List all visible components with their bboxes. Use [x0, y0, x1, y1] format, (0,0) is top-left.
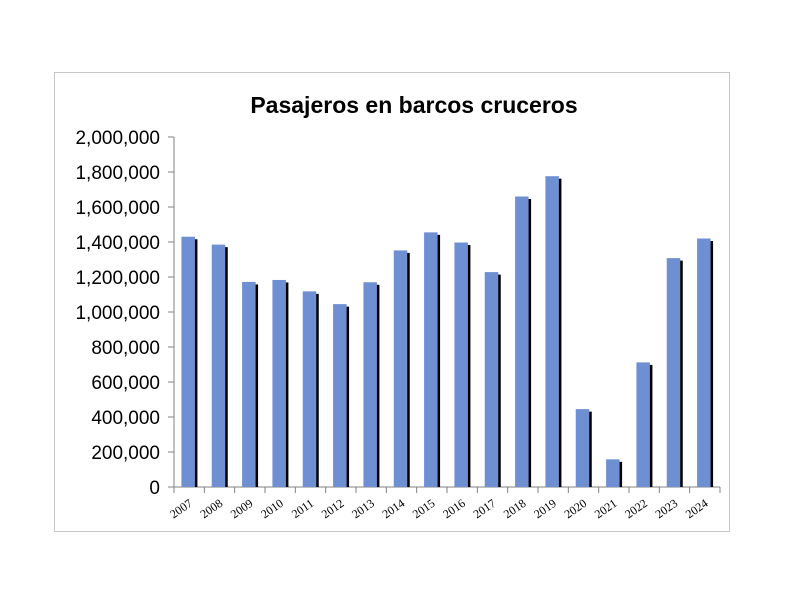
y-tick-label: 1,400,000: [75, 233, 160, 254]
x-tick-label: 2008: [198, 496, 226, 521]
bars: [181, 176, 714, 487]
x-tick-label: 2016: [440, 496, 468, 521]
y-tick-label: 1,600,000: [75, 198, 160, 219]
bar-2019: [545, 176, 562, 487]
bar-2018: [515, 196, 532, 487]
y-tick-label: 2,000,000: [75, 128, 160, 149]
x-tick-label: 2024: [683, 496, 711, 521]
bar-2024: [697, 238, 714, 487]
x-tick-label: 2021: [592, 496, 620, 521]
y-tick-label: 800,000: [91, 338, 160, 359]
bar: [636, 362, 650, 487]
bar-2010: [272, 279, 289, 487]
bar-2007: [181, 236, 198, 487]
bar: [211, 244, 226, 487]
y-tick-label: 200,000: [91, 443, 160, 464]
x-tick-label: 2012: [319, 496, 347, 521]
bar-2022: [636, 362, 653, 487]
bar-2016: [454, 242, 471, 487]
y-tick-label: 400,000: [91, 408, 160, 429]
y-tick-label: 1,000,000: [75, 303, 160, 324]
x-tick-label: 2017: [471, 496, 499, 521]
x-tick-label: 2013: [349, 496, 377, 521]
x-tick-label: 2022: [622, 496, 650, 521]
bar: [363, 282, 377, 487]
bar: [333, 304, 347, 487]
bar-chart: Pasajeros en barcos cruceros 0 200,000 400…: [75, 92, 721, 521]
bar-2020: [575, 409, 592, 487]
x-tick-label: 2011: [289, 496, 316, 521]
y-axis: 0 200,000 400,000 600,000 800,000 1,000,000 1,…: [75, 128, 175, 499]
bar: [454, 242, 468, 487]
bar: [666, 258, 681, 487]
bar: [515, 196, 529, 487]
bar-2008: [211, 244, 228, 487]
x-tick-label: 2015: [410, 496, 438, 521]
bar: [302, 291, 317, 487]
bar-2014: [393, 250, 410, 487]
bar: [424, 232, 438, 487]
bar-2011: [302, 291, 319, 487]
bar-2009: [242, 281, 259, 487]
y-tick-label: 1,800,000: [75, 163, 160, 184]
y-tick-label: 600,000: [91, 373, 160, 394]
x-tick-label: 2010: [258, 496, 286, 521]
bar-2021: [606, 459, 623, 487]
x-tick-label: 2019: [531, 496, 559, 521]
chart-frame: Pasajeros en barcos cruceros 0 200,000 400…: [54, 72, 730, 532]
bar-2017: [484, 272, 501, 487]
bar: [545, 176, 559, 487]
bar: [181, 236, 195, 487]
bar-2015: [424, 232, 441, 487]
x-tick-label: 2018: [501, 496, 529, 521]
x-axis: 2007 2008 2009 2010 2011 2012 2013 2014 2015 2016…: [167, 486, 721, 521]
bar-2023: [666, 258, 683, 487]
chart-title: Pasajeros en barcos cruceros: [250, 92, 577, 118]
x-tick-label: 2009: [228, 496, 256, 521]
bar: [272, 279, 286, 487]
x-tick-label: 2007: [167, 496, 195, 521]
bar: [242, 281, 256, 487]
bar: [575, 409, 590, 487]
bar: [697, 238, 711, 487]
bar: [484, 272, 499, 487]
bar-2012: [333, 304, 350, 487]
bar: [393, 250, 408, 487]
bar-2013: [363, 282, 380, 487]
x-tick-label: 2014: [380, 496, 408, 521]
x-tick-label: 2023: [653, 496, 681, 521]
y-tick-label: 1,200,000: [75, 268, 160, 289]
y-tick-label: 0: [149, 478, 160, 499]
bar: [606, 459, 620, 487]
x-tick-label: 2020: [562, 496, 590, 521]
